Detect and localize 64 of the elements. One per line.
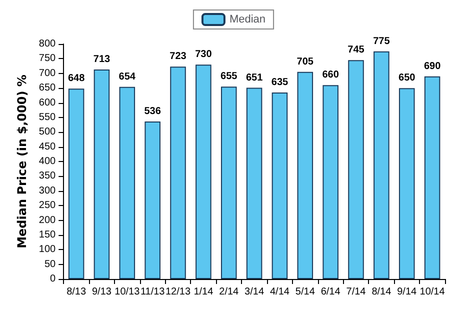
data-label: 654	[118, 71, 136, 82]
bar	[297, 72, 314, 279]
data-label: 705	[296, 56, 314, 68]
x-tick-label: 6/14	[320, 286, 341, 298]
bar	[170, 66, 186, 279]
data-label: 650	[398, 72, 416, 84]
data-label: 651	[246, 72, 264, 84]
y-tick-label: 400	[38, 156, 56, 167]
x-tick-label: 8/14	[372, 286, 392, 298]
x-tick-label: 12/13	[165, 286, 191, 298]
y-tick-label: 600	[38, 97, 56, 108]
data-label: 655	[220, 71, 238, 82]
y-tick-label: 250	[38, 200, 56, 212]
y-tick-label: 800	[38, 38, 56, 50]
x-tick-label: 1/14	[194, 286, 214, 298]
bar	[246, 88, 262, 279]
x-tick-label: 10/13	[114, 286, 140, 298]
y-tick-label: 650	[38, 82, 56, 94]
data-label: 635	[271, 76, 288, 88]
bar	[68, 88, 84, 279]
x-tick-label: 10/14	[420, 286, 446, 298]
bar	[348, 60, 364, 279]
data-label: 536	[144, 106, 162, 118]
y-tick-label: 300	[38, 185, 56, 196]
bar	[272, 92, 288, 279]
data-label: 775	[373, 36, 390, 47]
y-tick-label: 700	[38, 68, 56, 79]
legend-label: Median	[229, 14, 266, 26]
y-tick-label: 350	[38, 170, 56, 182]
bar	[196, 64, 212, 279]
y-tick-label: 500	[38, 126, 56, 138]
bar	[220, 86, 237, 279]
y-tick-label: 450	[38, 141, 56, 152]
y-tick-label: 200	[38, 214, 56, 226]
y-tick-label: 150	[38, 229, 56, 240]
bar	[322, 85, 338, 279]
bar	[119, 86, 136, 279]
data-label: 730	[195, 49, 212, 60]
data-label: 713	[93, 54, 111, 66]
y-tick-label: 750	[38, 53, 56, 64]
x-tick-label: 11/13	[140, 286, 166, 298]
x-tick-label: 5/14	[295, 286, 316, 298]
y-axis-title: Median Price (in $,000) %	[15, 74, 29, 248]
y-tick-label: 0	[50, 274, 56, 284]
bar	[374, 51, 390, 279]
y-tick-label: 100	[38, 244, 56, 256]
x-tick-label: 9/14	[397, 286, 418, 298]
y-tick-label: 50	[44, 258, 56, 270]
bar	[144, 122, 160, 279]
data-label: 660	[322, 70, 340, 81]
y-tick-label: 550	[38, 112, 56, 123]
x-tick-label: 9/13	[92, 286, 112, 298]
x-tick-label: 3/14	[244, 286, 264, 298]
bar	[94, 70, 110, 279]
data-label: 723	[170, 51, 187, 62]
x-tick-label: 8/13	[66, 286, 86, 298]
data-label: 648	[68, 73, 86, 84]
x-tick-label: 7/14	[346, 286, 366, 298]
bar	[424, 76, 440, 279]
data-label: 690	[424, 60, 442, 72]
bar	[398, 88, 415, 279]
data-label: 745	[348, 44, 365, 56]
x-tick-label: 2/14	[219, 286, 240, 298]
x-tick-label: 4/14	[270, 286, 290, 298]
